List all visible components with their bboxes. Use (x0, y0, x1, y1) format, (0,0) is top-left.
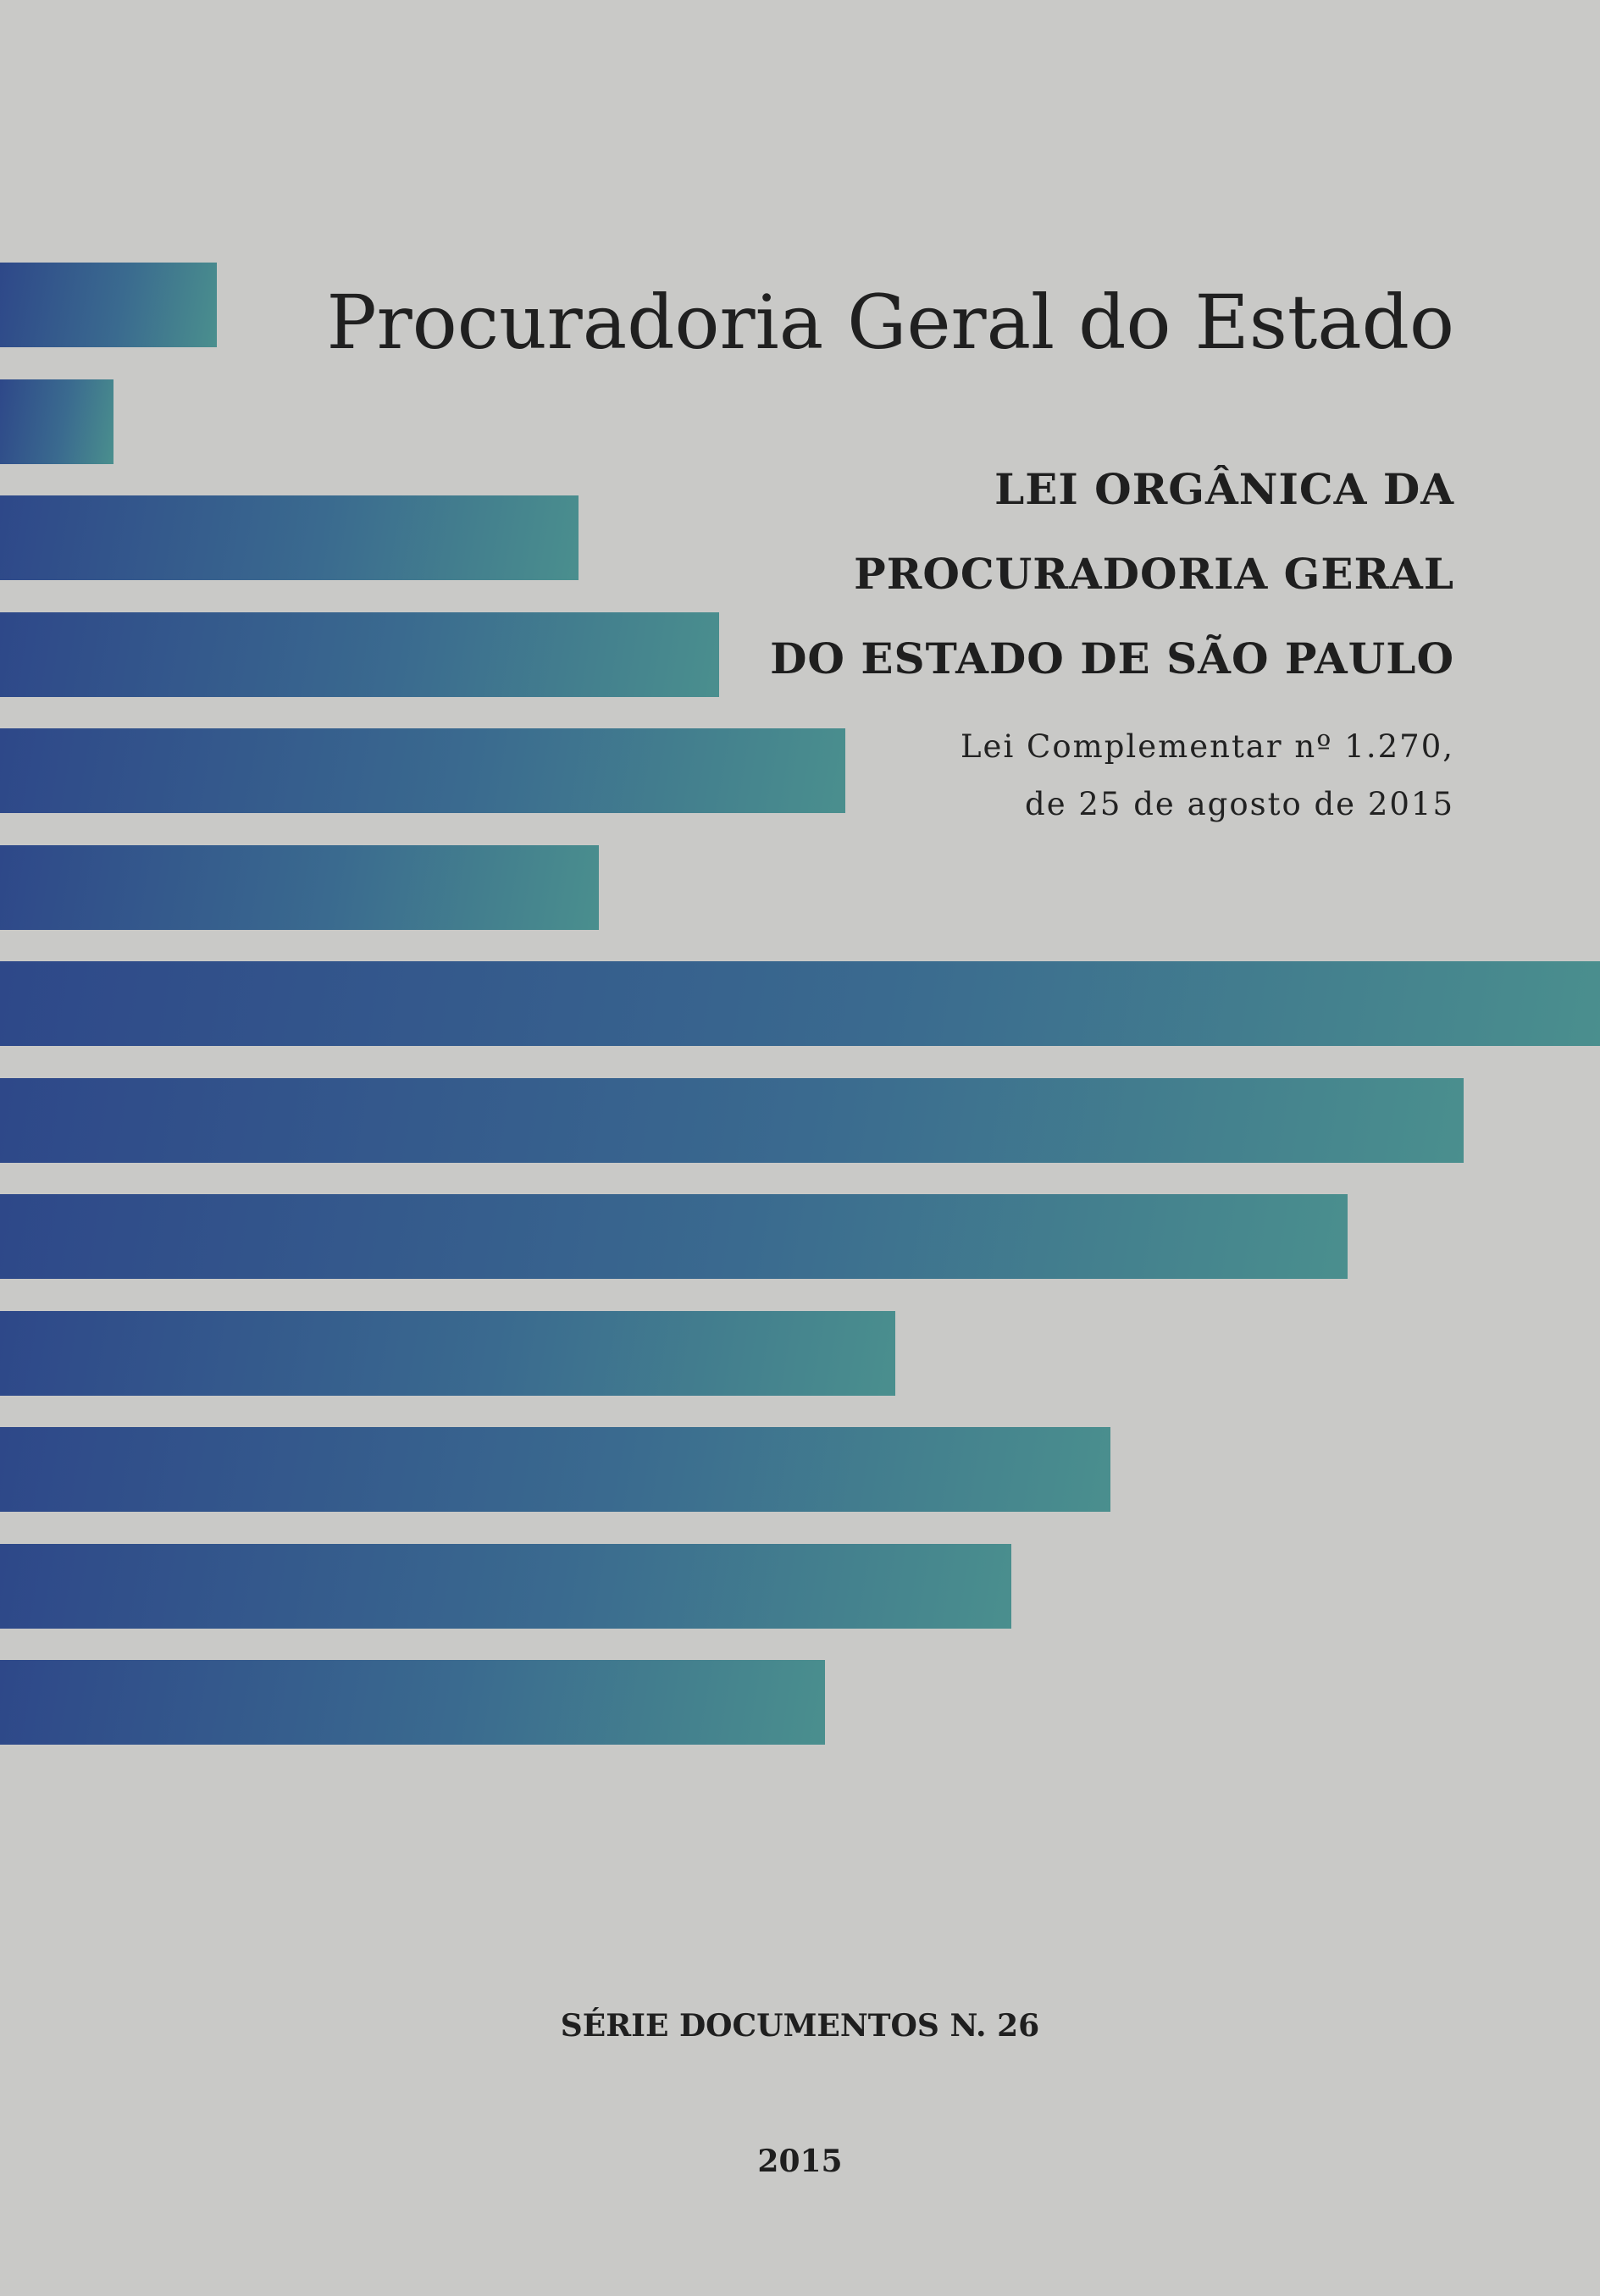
decorative-bar (0, 1660, 825, 1745)
decorative-bar (0, 961, 1600, 1046)
document-subtitle-line: de 25 de agosto de 2015 (1025, 786, 1454, 822)
decorative-bar (0, 1311, 895, 1396)
document-title: LEI ORGÂNICA DA PROCURADORIA GERAL DO ES… (770, 447, 1454, 701)
decorative-bar (0, 845, 599, 930)
decorative-bar (0, 1194, 1348, 1279)
decorative-bar (0, 1427, 1110, 1512)
decorative-bar (0, 612, 719, 697)
document-subtitle: Lei Complementar nº 1.270, de 25 de agos… (961, 718, 1454, 833)
series-label: SÉRIE DOCUMENTOS N. 26 (560, 2008, 1040, 2044)
decorative-bar (0, 728, 845, 813)
publication-year: 2015 (757, 2144, 843, 2179)
decorative-bar (0, 495, 579, 580)
document-subtitle-line: Lei Complementar nº 1.270, (960, 728, 1454, 765)
decorative-bar (0, 1544, 1011, 1629)
document-title-line: LEI ORGÂNICA DA (994, 464, 1454, 514)
document-title-line: DO ESTADO DE SÃO PAULO (770, 633, 1454, 683)
decorative-bar (0, 263, 217, 347)
decorative-bar (0, 1078, 1464, 1163)
document-title-line: PROCURADORIA GERAL (854, 549, 1454, 599)
decorative-bar (0, 379, 113, 464)
organization-title: Procuradoria Geral do Estado (326, 279, 1454, 366)
